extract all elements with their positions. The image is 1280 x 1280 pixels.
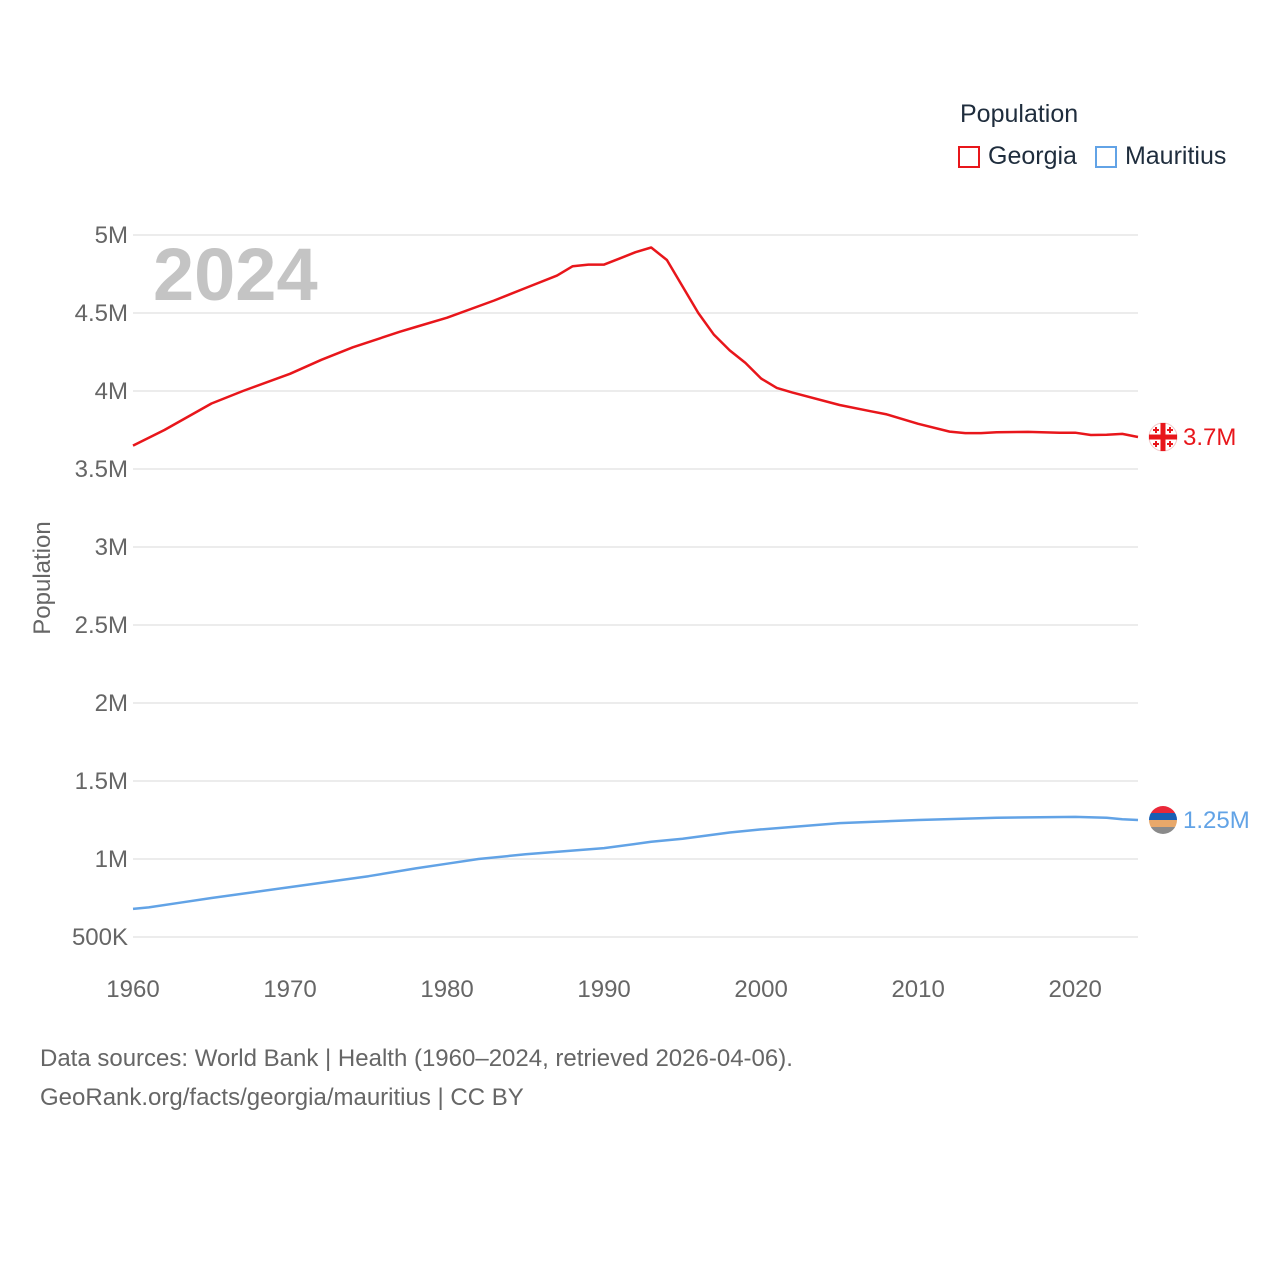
legend-label-mauritius: Mauritius: [1124, 142, 1227, 170]
y-tick-label: 2M: [95, 690, 128, 717]
series-lines: [132, 246, 1139, 911]
x-tick-label: 1980: [420, 976, 473, 1003]
y-tick-label: 2.5M: [75, 612, 128, 639]
gridlines: [133, 234, 1138, 938]
georgia-flag-icon: [1148, 422, 1178, 452]
x-axis-ticks: 1960 1970 1980 1990 2000 2010 2020: [106, 976, 1102, 1003]
legend: Georgia Mauritius: [958, 142, 1244, 171]
y-tick-label: 1M: [95, 846, 128, 873]
end-label-mauritius: 1.25M: [1183, 807, 1250, 834]
y-axis-label: Population: [29, 521, 56, 634]
legend-item-mauritius[interactable]: Mauritius: [1094, 142, 1227, 171]
year-label: 2024: [153, 233, 318, 316]
end-markers: 3.7M 1.25M: [1148, 422, 1250, 834]
y-axis-ticks: 500K 1M 1.5M 2M 2.5M 3M 3.5M 4M 4.5M 5M: [72, 222, 128, 951]
x-tick-label: 1960: [106, 976, 159, 1003]
x-tick-label: 2020: [1048, 976, 1101, 1003]
legend-label-georgia: Georgia: [988, 142, 1077, 170]
footer-attribution[interactable]: GeoRank.org/facts/georgia/mauritius | CC…: [40, 1084, 524, 1111]
legend-title: Population: [960, 100, 1079, 128]
y-tick-label: 500K: [72, 924, 128, 951]
x-tick-label: 2010: [891, 976, 944, 1003]
y-tick-label: 4.5M: [75, 300, 128, 327]
y-tick-label: 5M: [95, 222, 128, 249]
x-tick-label: 1990: [577, 976, 630, 1003]
y-tick-label: 1.5M: [75, 768, 128, 795]
y-tick-label: 3.5M: [75, 456, 128, 483]
footer-sources: Data sources: World Bank | Health (1960–…: [40, 1045, 793, 1072]
y-tick-label: 4M: [95, 378, 128, 405]
x-tick-label: 1970: [263, 976, 316, 1003]
legend-swatch-mauritius: [1094, 145, 1117, 168]
y-tick-label: 3M: [95, 534, 128, 561]
series-line-mauritius[interactable]: [132, 815, 1139, 911]
end-label-georgia: 3.7M: [1183, 424, 1236, 451]
series-line-georgia[interactable]: [132, 246, 1139, 447]
mauritius-flag-icon: [1149, 806, 1177, 834]
legend-item-georgia[interactable]: Georgia: [958, 142, 1077, 171]
legend-swatch-georgia: [958, 145, 980, 168]
x-tick-label: 2000: [734, 976, 787, 1003]
